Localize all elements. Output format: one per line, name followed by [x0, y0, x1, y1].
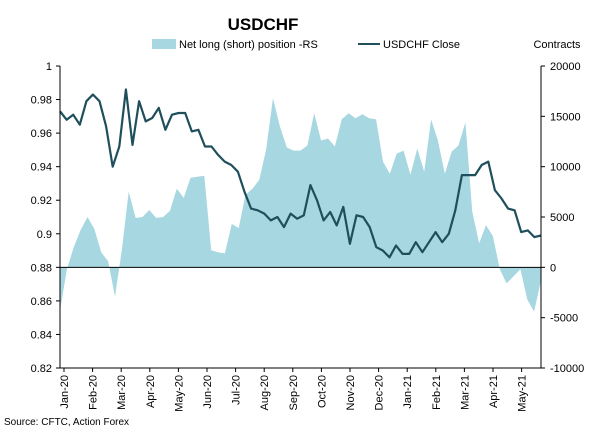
net-position-area — [60, 98, 541, 312]
left-axis-tick-label: 0.94 — [31, 162, 52, 174]
x-axis-tick-label: Jan-21 — [402, 375, 414, 409]
plot-area — [59, 88, 542, 312]
x-axis-tick-label: Jun-20 — [202, 375, 214, 409]
chart-title: USDCHF — [228, 15, 299, 34]
x-axis-tick-label: Oct-20 — [316, 375, 328, 408]
left-axis-tick-label: 1 — [46, 61, 52, 73]
right-axis-tick-label: 10000 — [550, 162, 581, 174]
left-axis-tick-label: 0.9 — [37, 229, 52, 241]
left-axis-tick-label: 0.84 — [31, 329, 52, 341]
usdchf-close-line — [59, 88, 542, 259]
left-axis-tick-label: 0.86 — [31, 296, 52, 308]
right-axis-tick-label: -10000 — [550, 363, 584, 375]
source-note: Source: CFTC, Action Forex — [4, 417, 129, 428]
x-axis-tick-label: May-21 — [517, 375, 529, 412]
x-axis-tick-label: Jan-20 — [59, 375, 71, 409]
right-axis-tick-label: 15000 — [550, 111, 581, 123]
right-axis-tick-label: 20000 — [550, 61, 581, 73]
x-axis-tick-label: Mar-21 — [459, 375, 471, 410]
x-axis-tick-label: Nov-20 — [345, 375, 357, 410]
legend-area-label: Net long (short) position -RS — [179, 39, 318, 51]
axes: 0.82 0.84 0.86 0.88 0.9 0.92 0.94 0.96 0.98 1 -100… — [31, 61, 585, 412]
right-axis-tick-label: 0 — [550, 262, 556, 274]
left-axis-tick-label: 0.96 — [31, 128, 52, 140]
right-axis-tick-label: -5000 — [550, 313, 578, 325]
x-axis-tick-label: Feb-20 — [88, 375, 100, 410]
x-axis-tick-label: Dec-20 — [374, 375, 386, 410]
x-axis-tick-label: May-20 — [173, 375, 185, 412]
left-axis-tick-label: 0.92 — [31, 195, 52, 207]
left-axis-tick-label: 0.82 — [31, 363, 52, 375]
x-axis-tick-label: Aug-20 — [259, 375, 271, 410]
x-axis-tick-label: Sep-20 — [288, 375, 300, 410]
x-axis-tick-label: Apr-20 — [145, 375, 157, 408]
legend-area-swatch — [152, 39, 176, 49]
right-axis-title: Contracts — [533, 39, 581, 51]
right-axis-tick-label: 5000 — [550, 212, 574, 224]
legend-line-label: USDCHF Close — [383, 39, 460, 51]
x-axis-tick-label: Mar-20 — [116, 375, 128, 410]
left-axis-tick-label: 0.88 — [31, 262, 52, 274]
left-axis-tick-label: 0.98 — [31, 95, 52, 107]
x-axis-tick-label: Apr-21 — [488, 375, 500, 408]
x-axis-tick-label: Feb-21 — [431, 375, 443, 410]
x-axis-tick-label: Jul-20 — [231, 375, 243, 405]
